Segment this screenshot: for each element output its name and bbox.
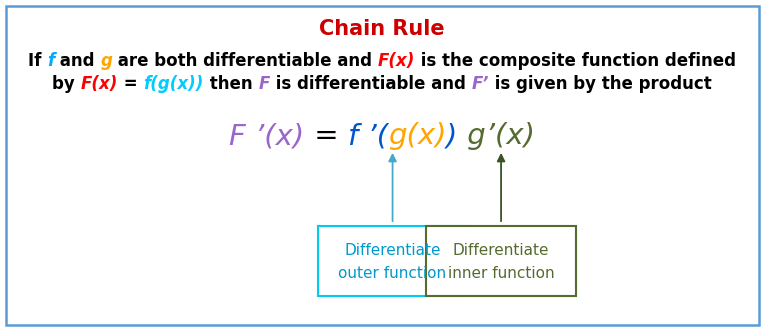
Text: =: = xyxy=(304,122,347,150)
Text: g(x): g(x) xyxy=(388,122,446,150)
Text: is differentiable and: is differentiable and xyxy=(270,75,471,93)
Text: then: then xyxy=(204,75,259,93)
Text: outer function: outer function xyxy=(338,266,447,281)
Text: ): ) xyxy=(446,122,457,150)
FancyBboxPatch shape xyxy=(317,226,467,296)
Text: are both differentiable and: are both differentiable and xyxy=(112,52,378,70)
Text: Differentiate: Differentiate xyxy=(344,243,441,258)
Text: g’(x): g’(x) xyxy=(457,122,535,150)
FancyBboxPatch shape xyxy=(426,226,576,296)
Text: F’: F’ xyxy=(471,75,489,93)
Text: is the composite function defined: is the composite function defined xyxy=(415,52,736,70)
Text: g: g xyxy=(100,52,112,70)
Text: and: and xyxy=(54,52,100,70)
Text: Chain Rule: Chain Rule xyxy=(319,19,444,39)
Text: Differentiate: Differentiate xyxy=(453,243,549,258)
Text: f: f xyxy=(47,52,54,70)
FancyBboxPatch shape xyxy=(6,6,759,325)
Text: F: F xyxy=(259,75,270,93)
Text: is given by the product: is given by the product xyxy=(489,75,711,93)
Text: If: If xyxy=(28,52,47,70)
Text: inner function: inner function xyxy=(448,266,555,281)
Text: f(g(x)): f(g(x)) xyxy=(144,75,204,93)
Text: F ’(x): F ’(x) xyxy=(230,122,304,150)
Text: f ’(: f ’( xyxy=(347,122,388,150)
Text: F(x): F(x) xyxy=(378,52,415,70)
Text: by: by xyxy=(52,75,81,93)
Text: =: = xyxy=(119,75,144,93)
Text: F(x): F(x) xyxy=(81,75,119,93)
